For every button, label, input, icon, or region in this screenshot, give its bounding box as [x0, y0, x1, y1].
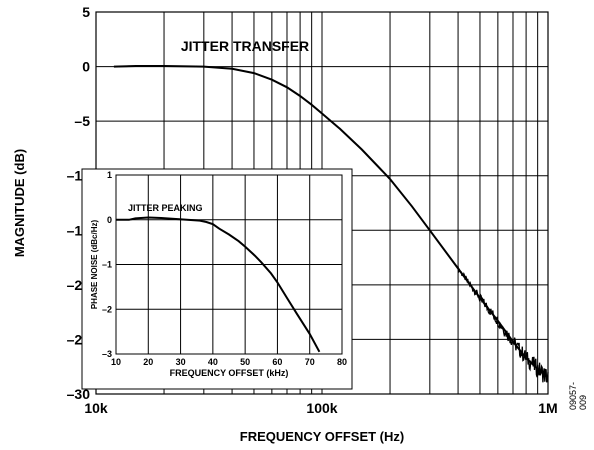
inset-x-tick-label: 80 [337, 357, 347, 367]
inset-title: JITTER PEAKING [128, 203, 203, 213]
figure-code: 09057-009 [568, 381, 588, 410]
y-tick-label: –30 [67, 386, 91, 402]
y-tick-label: 5 [82, 4, 90, 20]
inset-y-tick-label: 1 [107, 170, 112, 180]
inset-grid [115, 174, 343, 355]
inset-y-axis-title: PHASE NOISE (dBc/Hz) [90, 219, 99, 309]
inset-y-tick-label: 0 [107, 215, 112, 225]
inset-x-axis-title: FREQUENCY OFFSET (kHz) [170, 368, 289, 378]
jitter-peaking-curve [116, 216, 321, 353]
y-tick-label: 0 [82, 59, 90, 75]
chart-title: JITTER TRANSFER [181, 38, 309, 54]
inset-background [81, 168, 353, 390]
y-axis-title: MAGNITUDE (dB) [12, 149, 27, 257]
inset-x-tick-label: 10 [111, 357, 121, 367]
inset-x-tick-label: 50 [240, 357, 250, 367]
inset-x-tick-label: 30 [176, 357, 186, 367]
inset-x-tick-label: 20 [143, 357, 153, 367]
inset-x-tick-label: 60 [272, 357, 282, 367]
inset-y-tick-label: –3 [102, 349, 112, 359]
inset-tick-labels: 10–1–2–310 20 30 40 50 60 70 80 [102, 170, 347, 367]
x-tick-label: 100k [306, 400, 337, 416]
inset-plot: 10–1–2–310 20 30 40 50 60 70 80 JITTER PEAKING … [81, 168, 353, 390]
inset-x-tick-label: 40 [208, 357, 218, 367]
inset-y-tick-label: –1 [102, 260, 112, 270]
x-axis-title: FREQUENCY OFFSET (Hz) [240, 429, 404, 444]
y-tick-label: –5 [74, 113, 90, 129]
inset-x-tick-label: 70 [305, 357, 315, 367]
jitter-transfer-noise [457, 266, 549, 383]
x-tick-label: 1M [538, 400, 557, 416]
inset-y-tick-label: –2 [102, 304, 112, 314]
x-tick-label: 10k [84, 400, 108, 416]
